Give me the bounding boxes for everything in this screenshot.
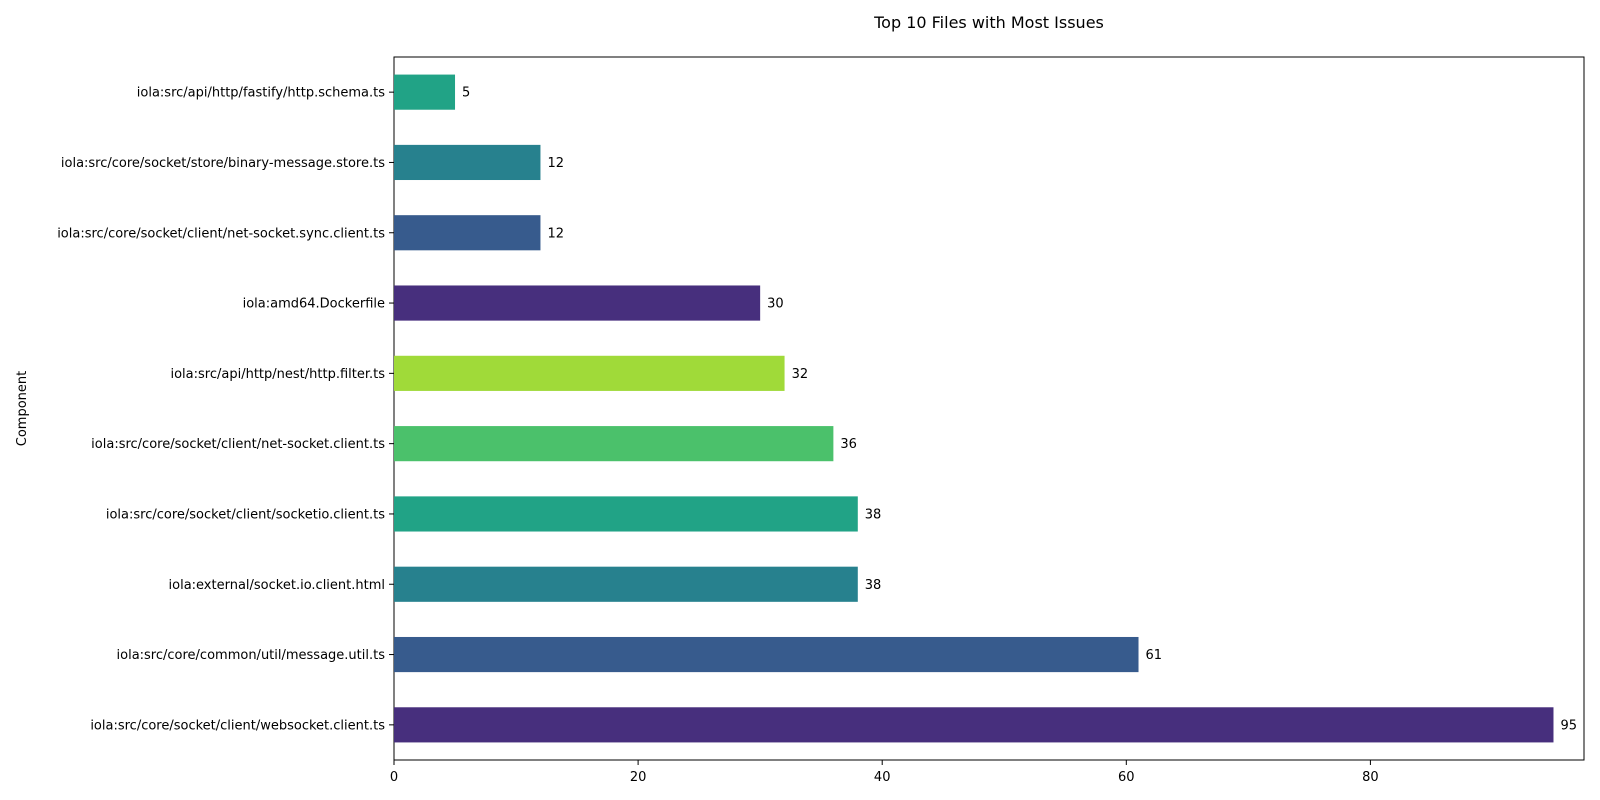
bar — [394, 566, 858, 602]
data-label: 12 — [547, 226, 564, 241]
bar — [394, 707, 1554, 743]
data-label: 5 — [462, 86, 470, 101]
category-labels-group: iola:src/core/socket/client/websocket.cl… — [57, 86, 394, 733]
category-label: iola:external/socket.io.client.html — [169, 578, 385, 593]
data-label: 36 — [840, 437, 857, 452]
value-labels-group: 95 61 38 38 36 32 30 12 12 5 — [462, 86, 1577, 734]
data-label: 30 — [767, 297, 784, 312]
bar — [394, 636, 1139, 673]
category-label: iola:src/core/socket/client/net-socket.s… — [57, 226, 385, 241]
bar — [394, 355, 785, 391]
x-tick-label: 60 — [1118, 770, 1135, 785]
category-label: iola:src/api/http/fastify/http.schema.ts — [137, 86, 385, 101]
x-tick-label: 0 — [390, 770, 398, 785]
data-label: 95 — [1560, 718, 1577, 733]
chart-title: Top 10 Files with Most Issues — [873, 13, 1104, 32]
x-tick-label: 40 — [874, 770, 891, 785]
category-label: iola:src/core/socket/client/net-socket.c… — [91, 437, 385, 452]
bar — [394, 144, 541, 181]
bar — [394, 285, 761, 321]
data-label: 32 — [792, 367, 809, 382]
category-label: iola:src/core/common/util/message.util.t… — [117, 648, 386, 663]
data-label: 61 — [1146, 648, 1163, 663]
data-label: 38 — [865, 507, 882, 522]
bar — [394, 426, 834, 462]
category-label: iola:src/core/socket/client/socketio.cli… — [106, 507, 385, 522]
category-label: iola:src/core/socket/client/websocket.cl… — [90, 718, 385, 733]
category-label: iola:amd64.Dockerfile — [243, 297, 385, 312]
data-label: 38 — [865, 578, 882, 593]
bars-group — [394, 74, 1554, 743]
y-axis-label: Component — [15, 371, 30, 446]
category-label: iola:src/api/http/nest/http.filter.ts — [170, 367, 385, 382]
plot-area-frame — [393, 56, 1585, 761]
x-axis-ticks-group: 0 20 40 60 80 — [390, 760, 1379, 785]
bar — [394, 496, 858, 532]
category-label: iola:src/core/socket/store/binary-messag… — [61, 156, 385, 171]
bar — [394, 74, 456, 110]
x-tick-label: 80 — [1362, 770, 1379, 785]
bar — [394, 215, 541, 251]
x-tick-label: 20 — [630, 770, 647, 785]
data-label: 12 — [547, 156, 564, 171]
